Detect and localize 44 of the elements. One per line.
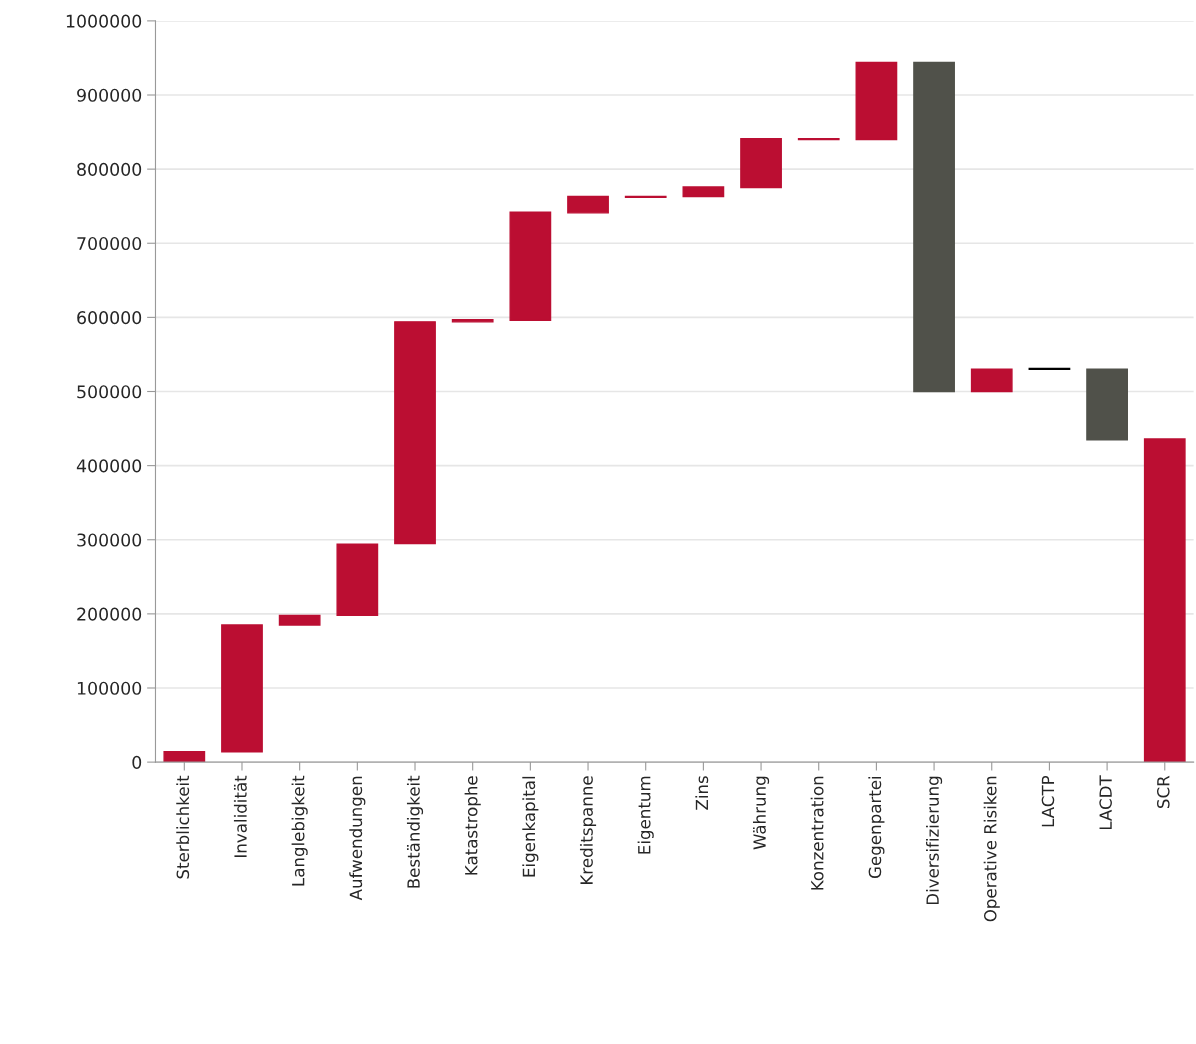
y-tick-label: 0 [132,755,142,769]
x-tick-label: LACDT [1099,775,1112,830]
bar [913,61,955,393]
x-tick-label: Aufwendungen [349,776,366,901]
x-tick-label: Konzentration [810,776,824,890]
x-tick-label: Invalidität [233,775,247,857]
x-tick-label: SCR [1157,775,1170,809]
y-tick-label: 200000 [77,607,142,621]
bar [451,318,494,323]
bar [163,751,206,763]
bar [336,543,379,617]
x-tick-label: Eigentum [637,776,654,854]
bar [855,61,898,141]
x-tick-label: Zins [695,776,709,810]
bar [567,195,609,214]
y-tick-label: 1000000 [66,14,142,28]
y-tick-label: 300000 [77,533,142,547]
y-tick-label: 900000 [77,88,142,102]
bar [1086,368,1128,441]
x-tick-label: Sterblichkeit [176,775,190,879]
x-tick-label: Operative Risiken [983,776,1000,922]
bar [970,368,1013,393]
bar [1143,438,1186,763]
y-tick-label: 700000 [77,236,142,251]
x-tick-label: Diversifizierung [926,776,943,905]
bar [740,138,782,189]
bar [394,321,436,545]
bar [682,186,725,198]
bar [221,624,263,753]
x-tick-label: Katastrophe [464,776,481,875]
y-tick-label: 500000 [77,385,142,399]
y-tick-label: 400000 [76,459,142,473]
y-tick-label: 600000 [77,311,142,325]
x-tick-label: LACTP [1041,775,1055,827]
bar [278,614,321,626]
x-tick-label: Kreditspanne [579,776,597,884]
y-tick-label: 100000 [77,681,142,695]
bar [509,211,552,322]
x-tick-label: Beständigkeit [406,775,424,888]
x-tick-label: Gegenpartei [868,776,885,879]
y-tick-label: 800000 [77,162,142,176]
x-tick-label: Langlebigkeit [291,775,308,886]
x-tick-label: Währung [752,776,770,850]
x-tick-label: Eigenkapital [522,776,539,877]
